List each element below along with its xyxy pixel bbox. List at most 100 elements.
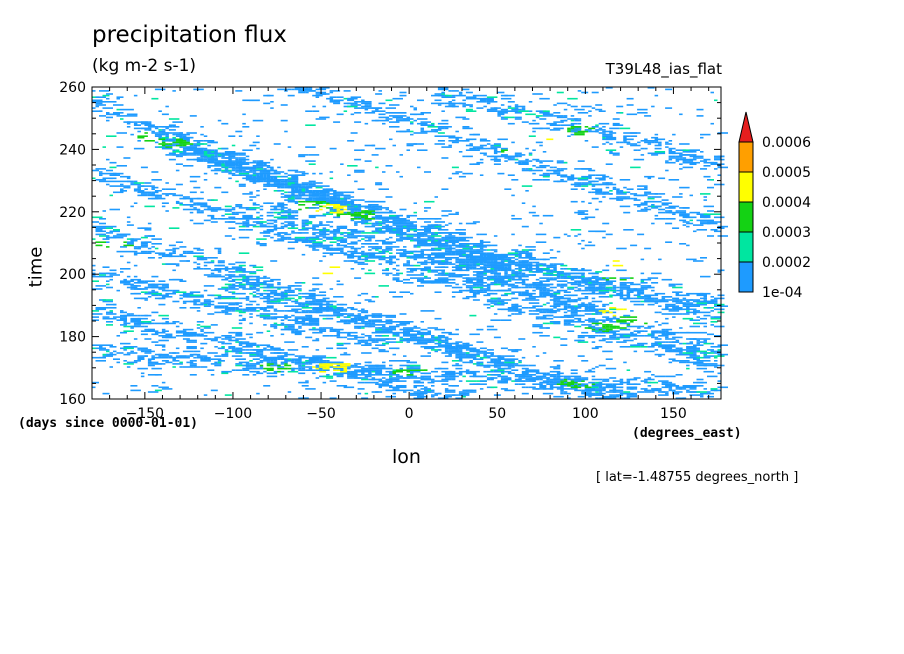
precip-cell	[252, 283, 264, 286]
precip-cell	[291, 319, 299, 321]
precip-cell	[654, 330, 659, 332]
precip-cell	[378, 350, 389, 353]
precip-cell	[532, 179, 543, 181]
precip-cell	[340, 241, 348, 243]
precip-cell	[357, 252, 365, 254]
precip-cell	[396, 324, 407, 326]
precip-cell	[120, 271, 124, 273]
precip-cell	[686, 389, 690, 392]
precip-cell	[525, 158, 529, 161]
precip-cell	[266, 285, 274, 287]
precip-cell	[462, 255, 466, 258]
precip-cell	[535, 264, 540, 267]
precip-cell	[714, 230, 721, 233]
precip-cell	[581, 268, 585, 270]
precip-cell	[644, 175, 655, 178]
precip-cell	[707, 333, 714, 336]
precip-cell	[179, 366, 183, 368]
precip-cell	[563, 303, 568, 306]
precip-cell	[665, 305, 676, 307]
precip-cell	[305, 380, 309, 382]
precip-cell	[528, 286, 533, 289]
precip-cell	[252, 166, 257, 169]
precip-cell	[95, 241, 106, 243]
precip-cell	[437, 241, 442, 243]
precip-cell	[560, 391, 564, 393]
precip-cell	[406, 214, 417, 217]
precip-cell	[469, 355, 473, 357]
precip-cell	[92, 288, 103, 290]
precip-cell	[102, 317, 113, 320]
precip-cell	[469, 289, 480, 292]
precip-cell	[532, 378, 540, 381]
precip-cell	[549, 249, 554, 251]
precip-cell	[458, 238, 466, 240]
precip-cell	[556, 168, 561, 170]
precip-cell	[448, 375, 459, 378]
precip-cell	[340, 210, 344, 212]
precip-cell	[675, 339, 680, 342]
precip-cell	[385, 385, 393, 387]
precip-cell	[389, 210, 393, 212]
precip-cell	[612, 314, 617, 317]
precip-cell	[570, 369, 578, 371]
precip-cell	[584, 296, 589, 298]
precip-cell	[511, 260, 515, 262]
precip-cell	[644, 322, 648, 325]
precip-cell	[106, 241, 110, 243]
precip-cell	[245, 363, 250, 365]
precip-cell	[224, 166, 229, 169]
precip-cell	[371, 316, 383, 318]
precip-cell	[444, 257, 456, 259]
precip-cell	[682, 207, 690, 209]
precip-cell	[616, 199, 624, 201]
precip-cell	[294, 182, 299, 184]
precip-cell	[361, 367, 369, 370]
precip-cell	[406, 235, 410, 237]
precip-cell	[542, 388, 554, 390]
precip-cell	[521, 356, 526, 359]
precip-cell	[588, 230, 599, 233]
precip-cell	[340, 200, 348, 203]
precip-cell	[651, 289, 655, 292]
precip-cell	[130, 205, 134, 208]
precip-cell	[368, 246, 379, 248]
precip-cell	[707, 186, 714, 189]
precip-cell	[389, 211, 396, 214]
precip-cell	[476, 341, 484, 343]
precip-cell	[644, 327, 652, 329]
precip-cell	[165, 289, 169, 292]
precip-cell	[577, 307, 582, 309]
precip-cell	[389, 291, 396, 293]
precip-cell	[109, 174, 120, 176]
precip-cell	[444, 349, 449, 351]
precip-cell	[291, 367, 299, 370]
precip-cell	[431, 252, 435, 254]
precip-cell	[455, 171, 463, 173]
precip-cell	[693, 347, 697, 350]
precip-cell	[312, 249, 320, 251]
precip-cell	[451, 269, 463, 272]
precip-cell	[277, 182, 281, 184]
precip-cell	[413, 258, 417, 261]
precip-cell	[336, 363, 341, 365]
precip-cell	[238, 160, 243, 162]
precip-cell	[284, 292, 288, 295]
precip-cell	[336, 321, 348, 323]
precip-cell	[696, 378, 704, 381]
precip-cell	[371, 230, 376, 233]
precip-cell	[633, 297, 645, 300]
precip-cell	[654, 311, 659, 314]
precip-cell	[235, 171, 239, 173]
precip-cell	[217, 347, 225, 350]
precip-cell	[455, 252, 466, 254]
precip-cell	[312, 182, 323, 184]
precip-cell	[329, 288, 334, 290]
precip-cell	[612, 294, 624, 297]
precip-cell	[364, 239, 372, 242]
precip-cell	[305, 190, 313, 192]
precip-cell	[245, 225, 250, 228]
precip-cell	[375, 381, 379, 384]
precip-cell	[511, 369, 519, 371]
precip-cell	[364, 225, 376, 228]
